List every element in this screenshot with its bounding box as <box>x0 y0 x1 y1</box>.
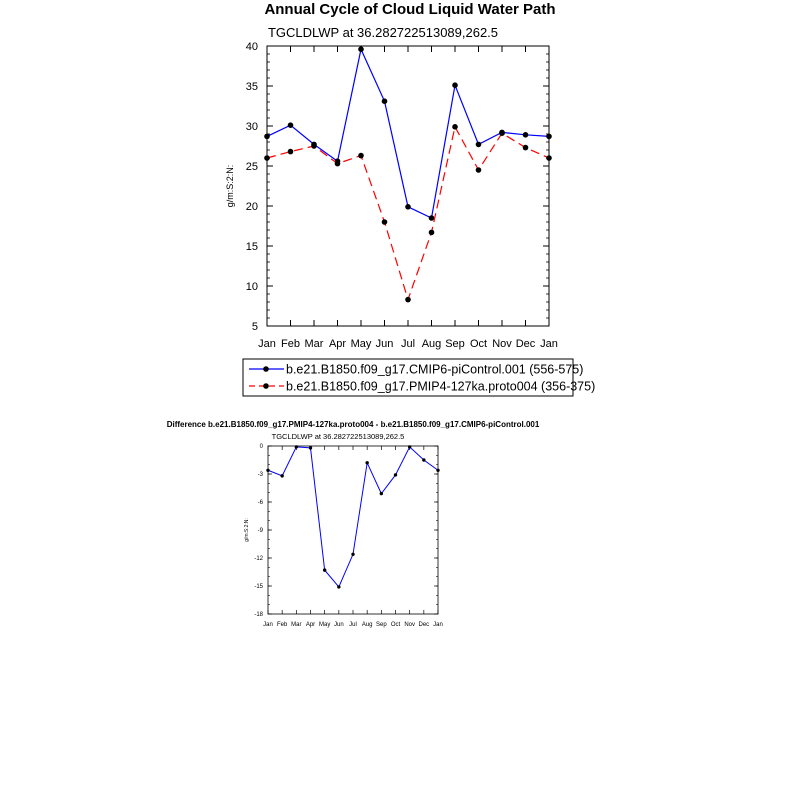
chart1-series-2-point <box>264 155 270 161</box>
chart2-series-1-point <box>379 491 384 496</box>
chart1-series-2-point <box>475 167 482 173</box>
chart2-xtick-label: Jun <box>334 622 344 628</box>
chart1-plot-frame <box>266 45 550 327</box>
chart2-xtick-label: Jul <box>349 622 357 628</box>
chart2-ytick-label: -15 <box>254 584 263 590</box>
chart1-series-1-point <box>358 46 364 52</box>
chart2-series-1-point <box>436 468 440 472</box>
chart1-xtick-label: May <box>351 338 372 350</box>
chart2-series-1-point <box>407 445 412 449</box>
chart1-axes: Jan Feb Mar Apr May Jun Jul Aug Sep Oct Nov Dec Jan5… <box>246 41 558 350</box>
chart1-series-2-point <box>334 160 341 167</box>
chart2-series-group <box>266 445 440 589</box>
chart2-ytick-label: -6 <box>258 500 264 506</box>
chart1-series-1-point <box>428 215 435 221</box>
chart2-series-1-point <box>322 568 327 572</box>
legend-marker-2 <box>263 383 269 389</box>
chart1-ytick-label: 40 <box>246 41 258 53</box>
chart1-ytick-label: 15 <box>246 241 258 253</box>
chart2-series-1-line <box>267 446 439 588</box>
chart2-plot-frame <box>267 445 439 615</box>
chart1-ytick-label: 5 <box>252 321 258 333</box>
chart2-title: Difference b.e21.B1850.f09_g17.PMIP4-127… <box>167 420 540 429</box>
chart1-series-1-point <box>405 204 411 210</box>
chart1-series-1-point <box>287 122 294 128</box>
chart2-series-1-point <box>365 461 369 465</box>
chart1-series-1-point <box>522 132 529 138</box>
chart2-series-1-point <box>337 585 341 589</box>
chart1-series-1-point <box>475 141 482 148</box>
chart2-xtick-label: Jan <box>263 622 273 628</box>
chart1-series-2-point <box>522 144 529 151</box>
chart1-series-2-point <box>381 219 388 225</box>
chart1-series-2-point <box>428 229 435 236</box>
chart1-xtick-label: Sep <box>445 338 465 350</box>
chart2-ytick-label: -18 <box>254 612 263 618</box>
chart1-series-2-point <box>358 152 364 159</box>
chart1-xtick-label: Jun <box>376 338 394 350</box>
chart1-xtick-label: Jul <box>401 338 415 350</box>
chart2-axes: Jan Feb Mar Apr May Jun Jul Aug Sep Oct Nov Dec Jan-… <box>254 444 443 628</box>
chart1-series-1-point <box>546 133 552 140</box>
chart2-series-1-point <box>280 474 284 478</box>
chart1-series-1-point <box>381 98 388 104</box>
chart1-ytick-label: 30 <box>246 121 258 133</box>
chart2-xtick-label: Dec <box>418 622 429 628</box>
chart2-subtitle: TGCLDLWP at 36.282722513089,262.5 <box>272 432 405 441</box>
chart1-subtitle: TGCLDLWP at 36.282722513089,262.5 <box>268 25 498 40</box>
chart1-xtick-label: Nov <box>492 338 512 350</box>
chart1-ytick-label: 10 <box>246 281 258 293</box>
chart2-xtick-label: Jan <box>433 622 443 628</box>
chart1-series-group <box>264 46 552 303</box>
chart1-xtick-label: Jan <box>258 338 276 350</box>
chart1-xtick-label: Apr <box>329 338 346 350</box>
chart1-series-2-point <box>546 155 552 161</box>
chart2-ytick-label: 0 <box>260 444 264 450</box>
chart1-title: Annual Cycle of Cloud Liquid Water Path <box>264 1 555 18</box>
chart2-xtick-label: Feb <box>277 622 288 628</box>
chart1-xtick-label: Mar <box>305 338 324 350</box>
legend-label-2: b.e21.B1850.f09_g17.PMIP4-127ka.proto004… <box>286 380 595 394</box>
chart1-ytick-label: 25 <box>246 161 258 173</box>
chart2-series-1-point <box>393 473 398 477</box>
chart2-series-1-point <box>294 445 299 449</box>
chart2-xtick-label: May <box>319 622 330 628</box>
chart1-xtick-label: Jan <box>540 338 558 350</box>
chart1-series-2-point <box>499 130 505 136</box>
chart1-xtick-label: Feb <box>281 338 300 350</box>
chart1-series-1-line <box>266 47 550 219</box>
chart1-legend: b.e21.B1850.f09_g17.CMIP6-piControl.001 … <box>249 363 595 394</box>
chart1-ylabel: g/m:S:2:N: <box>225 165 235 208</box>
chart1-ytick-label: 20 <box>246 201 258 213</box>
chart1-series-1-point <box>452 82 458 88</box>
chart2-series-1-point <box>266 468 270 472</box>
chart2-xtick-label: Oct <box>391 622 401 628</box>
chart2-ytick-label: -9 <box>258 528 264 534</box>
chart1-xtick-label: Oct <box>470 338 487 350</box>
chart1-series-1-point <box>264 133 270 140</box>
chart2-xtick-label: Sep <box>376 622 387 628</box>
chart2-series-1-point <box>308 446 313 450</box>
chart2-xtick-label: Apr <box>306 622 315 628</box>
chart1-xtick-label: Dec <box>516 338 536 350</box>
chart2-ytick-label: -12 <box>254 556 263 562</box>
chart1-series-2-point <box>405 296 411 303</box>
chart1-series-2-point <box>311 143 317 149</box>
chart2-ytick-label: -3 <box>258 472 264 478</box>
chart1-series-2-point <box>452 124 458 130</box>
legend-label-1: b.e21.B1850.f09_g17.CMIP6-piControl.001 … <box>286 363 583 377</box>
chart1-xtick-label: Aug <box>422 338 442 350</box>
chart1-ytick-label: 35 <box>246 81 258 93</box>
chart2-series-1-point <box>422 458 426 462</box>
chart2-xtick-label: Aug <box>362 622 373 628</box>
chart1-legend-box <box>242 358 574 397</box>
chart1-series-2-point <box>287 148 294 155</box>
chart2-ylabel: g/m:S:2:N: <box>244 518 250 542</box>
legend-marker-1 <box>263 366 269 372</box>
chart2-xtick-label: Mar <box>291 622 301 628</box>
chart1-series-2-line <box>266 125 550 302</box>
chart2-series-1-point <box>351 552 355 556</box>
chart2-xtick-label: Nov <box>404 622 415 628</box>
